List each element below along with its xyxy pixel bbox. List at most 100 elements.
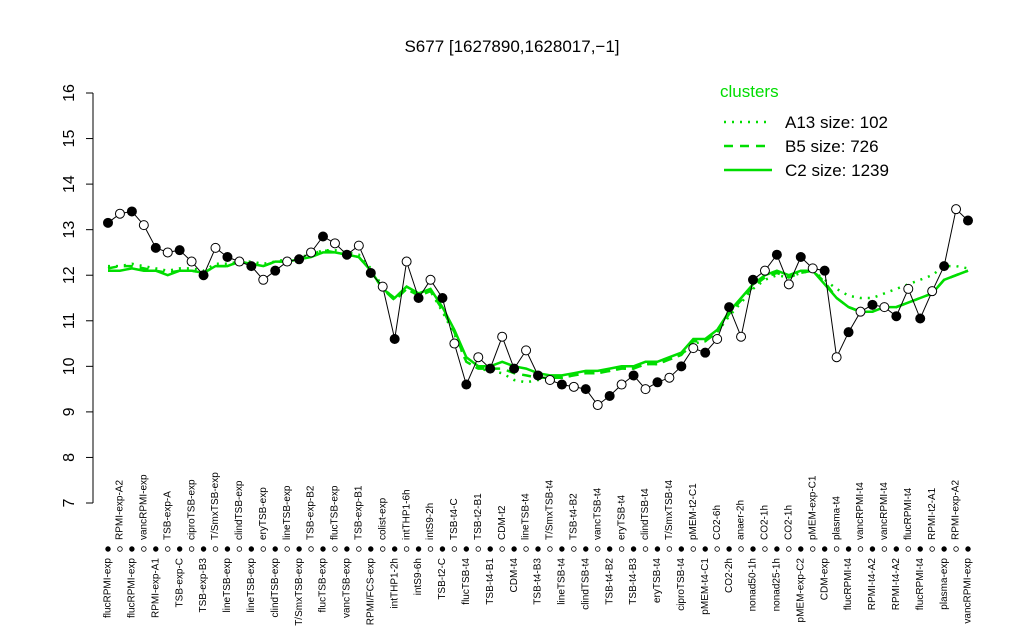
rug-dot	[320, 546, 326, 552]
data-point	[509, 363, 520, 374]
rug-dot	[547, 546, 553, 552]
rug-dot	[332, 546, 338, 552]
x-tick-label: lineTSB-exp	[222, 558, 233, 613]
rug-dot	[308, 546, 314, 552]
rug-dot	[893, 546, 900, 552]
rug-dot	[905, 546, 911, 552]
rug-dot	[714, 546, 720, 552]
x-tick-label: T/SmxTSB-t4	[545, 480, 556, 540]
y-tick-label: 10	[61, 357, 78, 375]
x-tick-label: pMEM-exp-C2	[795, 558, 806, 623]
data-point	[222, 252, 233, 262]
x-tick-label: eryTSB-t4	[616, 495, 627, 540]
data-point	[855, 306, 866, 317]
x-tick-label: pMEM-t4-C1	[700, 558, 711, 615]
x-tick-label: lineTSB-exp	[246, 558, 257, 613]
x-tick-label: vancTSB-exp	[342, 558, 353, 618]
x-tick-label: intTHP1-6h	[401, 489, 412, 540]
x-tick-label: intS9-6h	[413, 558, 424, 595]
x-tick-label: nonad25-1h	[772, 558, 783, 611]
x-tick-label: pMEM-t2-C1	[688, 483, 699, 540]
x-tick-label: CO2-6h	[712, 505, 723, 540]
data-point	[903, 283, 914, 294]
x-tick-label: T/SmxTSB-t4	[664, 480, 675, 540]
x-tick-label: lineTSB-t4	[557, 558, 568, 605]
data-point	[664, 372, 675, 383]
rug-dot	[165, 546, 171, 552]
legend-title: clusters	[720, 82, 779, 101]
x-tick-label: vancRPMI-exp	[963, 558, 974, 624]
rug-dot	[810, 546, 816, 552]
data-point	[282, 256, 293, 267]
rug-dot	[535, 546, 541, 552]
data-point	[700, 347, 711, 358]
data-point	[688, 343, 699, 354]
data-point	[377, 281, 388, 292]
data-point	[174, 245, 185, 256]
rug-dot	[224, 546, 231, 552]
rug-dot	[188, 546, 195, 552]
data-point	[210, 242, 221, 253]
data-point	[270, 265, 281, 276]
x-tick-label: TSB-exp-B2	[306, 485, 317, 540]
y-tick-label: 15	[61, 130, 78, 148]
rug-dot	[941, 546, 947, 552]
data-point	[461, 379, 472, 390]
rug-dot	[583, 546, 589, 552]
data-point	[258, 274, 269, 285]
legend-label: B5 size: 726	[785, 137, 879, 156]
data-point	[473, 352, 484, 363]
y-tick-label: 14	[61, 175, 78, 193]
x-tick-label: eryTSB-exp	[258, 487, 269, 540]
rug-dot	[798, 546, 804, 552]
data-point	[318, 231, 328, 242]
x-tick-label: CO2-1h	[760, 505, 771, 540]
x-tick-label: RPMI-t4-A2	[891, 558, 902, 611]
x-tick-label: flucRPMI-t4	[915, 558, 926, 611]
rug-dot	[869, 546, 876, 552]
x-tick-label: CDM-exp	[819, 558, 830, 601]
rug-dot	[129, 546, 135, 552]
x-tick-label: RPMI-exp-A2	[951, 480, 962, 540]
rug-dot	[105, 546, 111, 552]
rug-dot	[117, 546, 123, 552]
data-point	[927, 286, 938, 297]
rug-dot	[403, 546, 410, 552]
rug-dot	[630, 546, 637, 552]
rug-dot	[595, 546, 601, 552]
rug-dot	[391, 546, 398, 552]
rug-dot	[141, 546, 147, 552]
rug-dot	[284, 546, 290, 552]
x-tick-label: intS9-2h	[425, 503, 436, 540]
data-point	[198, 270, 209, 281]
x-tick-label: TSB-t4-B3	[533, 558, 544, 605]
data-point	[712, 334, 723, 344]
data-point	[771, 249, 782, 260]
x-tick-label: TSB-t4-B1	[485, 558, 496, 605]
x-tick-label: CO2-1h	[783, 505, 794, 540]
rug-dot	[690, 546, 696, 552]
x-tick-label: flucTSB-exp	[330, 485, 341, 540]
x-tick-label: eryTSB-t4	[652, 558, 663, 603]
x-tick-label: plasma-t4	[831, 496, 842, 540]
y-tick-label: 7	[61, 498, 78, 507]
data-point	[449, 338, 460, 349]
rug-dot	[774, 546, 780, 552]
x-tick-label: clindTSB-t4	[640, 488, 651, 540]
rug-dot	[666, 546, 673, 552]
data-point	[795, 252, 806, 262]
rug-dot	[702, 546, 708, 552]
x-tick-label: T/SmxTSB-exp	[294, 558, 305, 626]
x-tick-label: flucTSB-exp	[318, 558, 329, 613]
data-point	[329, 238, 340, 249]
data-point	[234, 256, 245, 267]
rug-dot	[487, 546, 493, 552]
rug-dot	[642, 546, 649, 552]
rug-dot	[750, 546, 756, 552]
rug-dot	[356, 546, 362, 552]
data-point	[783, 279, 794, 290]
rug-dot	[272, 546, 278, 552]
x-tick-label: RPMI/FCS-exp	[365, 558, 376, 626]
rug-dot	[881, 546, 888, 552]
data-point	[556, 379, 567, 390]
